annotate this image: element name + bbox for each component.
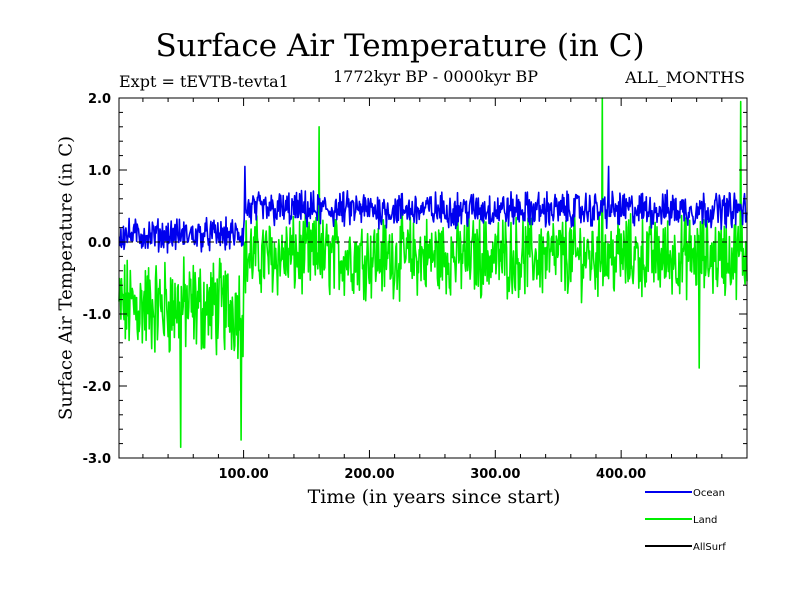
legend-item-ocean: Ocean	[645, 488, 725, 499]
y-tick-label: -1.0	[83, 308, 111, 323]
series-line-land	[118, 97, 748, 449]
x-axis-label: Time (in years since start)	[307, 486, 561, 508]
x-tick-label: 200.00	[344, 467, 394, 482]
legend-item-allsurf: AllSurf	[645, 542, 726, 553]
x-tick-label: 100.00	[219, 467, 269, 482]
y-tick-label: -3.0	[83, 452, 111, 467]
y-tick-label: 0.0	[88, 236, 111, 251]
x-tick-label: 300.00	[470, 467, 520, 482]
experiment-label: Expt = tEVTB-tevta1	[119, 72, 289, 91]
plot-frame	[118, 97, 748, 459]
legend: Ocean Land AllSurf	[645, 488, 726, 553]
y-tick-label: 2.0	[88, 92, 111, 107]
y-tick-label: -2.0	[83, 380, 111, 395]
months-label: ALL_MONTHS	[625, 68, 745, 87]
series-layer	[118, 97, 748, 449]
chart-title: Surface Air Temperature (in C)	[155, 28, 645, 64]
series-line-ocean	[118, 165, 748, 254]
x-tick-label: 400.00	[596, 467, 646, 482]
legend-label: Ocean	[693, 488, 725, 499]
period-label: 1772kyr BP - 0000kyr BP	[333, 67, 538, 86]
legend-label: Land	[693, 515, 717, 526]
legend-item-land: Land	[645, 515, 717, 526]
legend-label: AllSurf	[693, 542, 726, 553]
y-tick-label: 1.0	[88, 164, 111, 179]
axes-layer: -3.0 -2.0 -1.0 0.0 1.0 2.0 100.00 200.00 300.00 4…	[83, 92, 748, 482]
